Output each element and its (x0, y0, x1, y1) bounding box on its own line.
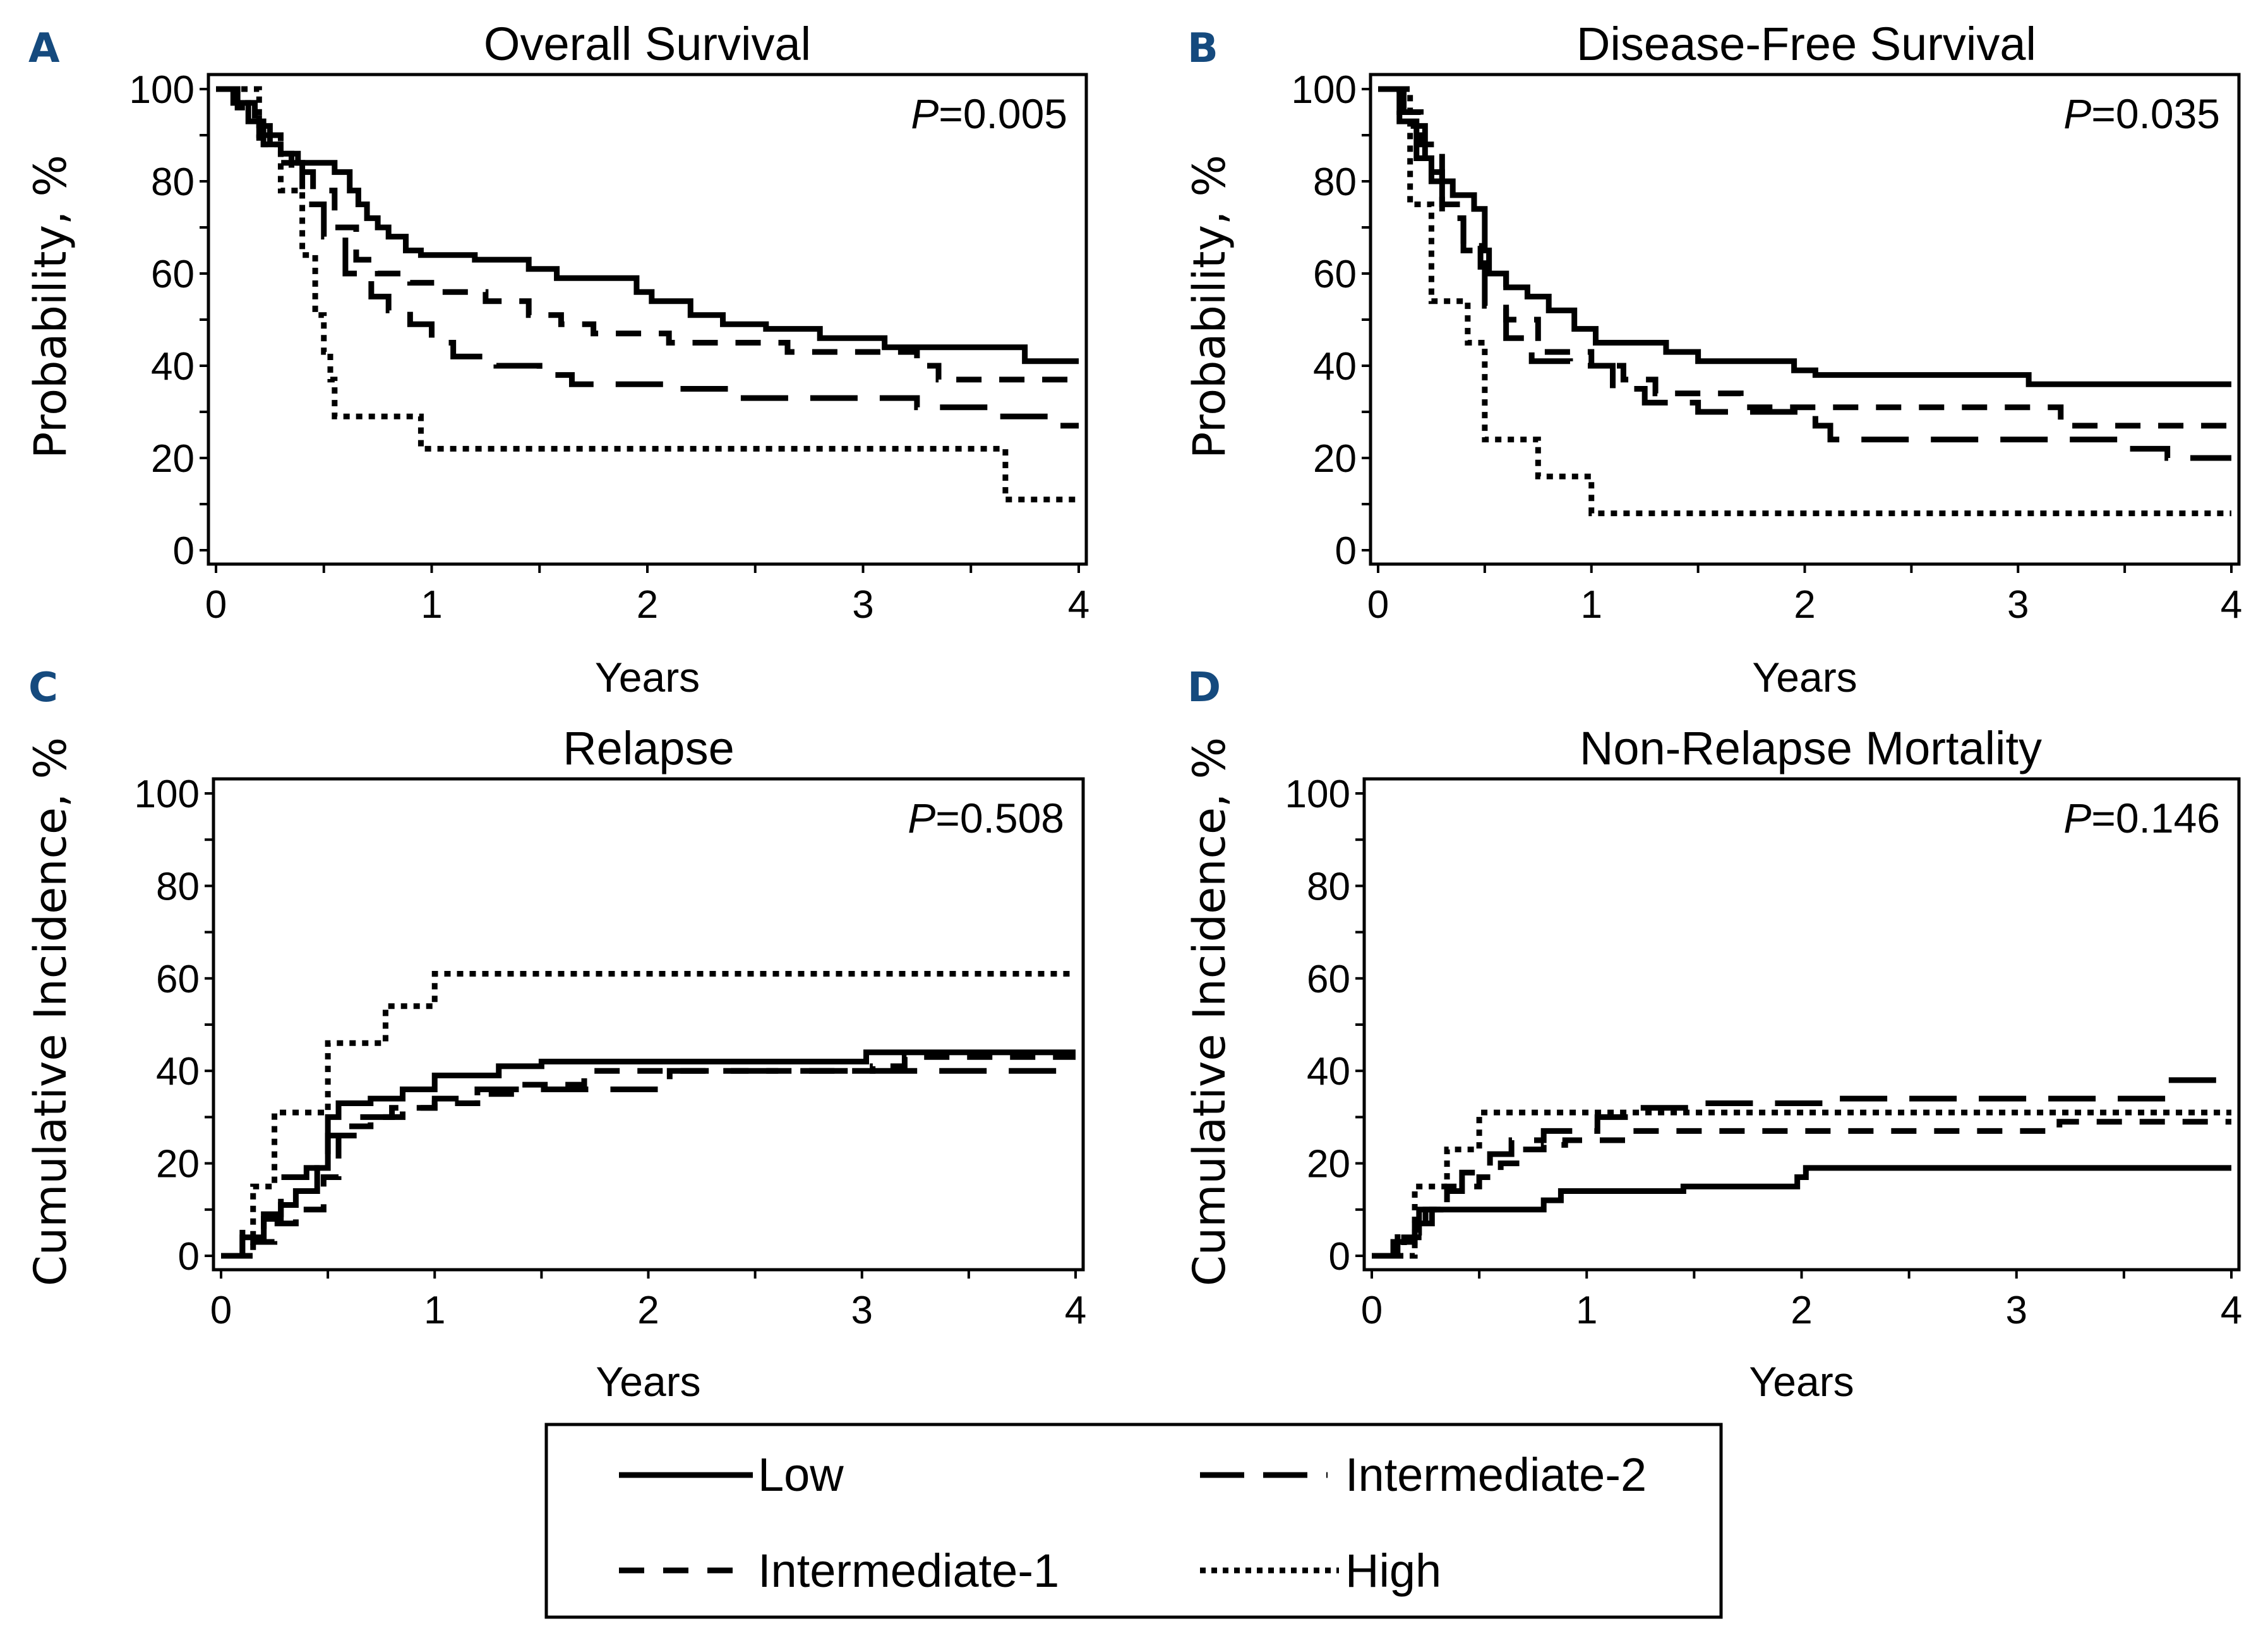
x-tick-label: 3 (852, 583, 873, 627)
y-tick-label: 20 (1313, 437, 1357, 481)
series-intermediate-1 (221, 1054, 1076, 1259)
series-low (1378, 86, 2231, 387)
x-tick-label: 0 (205, 583, 227, 627)
panel-letter: C (28, 665, 58, 711)
y-tick-label: 100 (1285, 773, 1350, 816)
x-axis-label: Years (596, 1358, 700, 1405)
panel-letter: A (28, 25, 60, 72)
y-tick-label: 100 (129, 68, 195, 112)
plot-frame (1362, 777, 2241, 1272)
p-value: P=0.146 (2063, 795, 2220, 841)
x-tick-label: 3 (851, 1289, 873, 1332)
legend-box (544, 1423, 1723, 1619)
panel-a: A Overall Survival 0 20 40 60 80 100 0 1 2 3 4 Years P… (25, 18, 1089, 701)
panel-b: B Disease-Free Survival 0 20 40 60 80 100 0 1 2 3 4 Y… (1184, 18, 2242, 701)
p-value: P=0.005 (911, 90, 1067, 137)
panel-letter: B (1187, 25, 1218, 72)
x-tick-label: 4 (1068, 583, 1089, 627)
x-tick-label: 2 (637, 1289, 659, 1332)
x-tick-label: 2 (1794, 583, 1815, 627)
panel-title: Disease-Free Survival (1576, 18, 2036, 70)
y-tick-label: 40 (151, 345, 195, 388)
y-tick-label: 60 (1313, 253, 1357, 296)
x-tick-label: 0 (210, 1289, 232, 1332)
x-axis-label: Years (1752, 654, 1857, 701)
y-tick-label: 60 (1307, 958, 1350, 1001)
series-intermediate-2 (1372, 1077, 2231, 1259)
panel-title: Overall Survival (484, 18, 811, 70)
p-value: P=0.035 (2063, 90, 2220, 137)
x-tick-label: 2 (1791, 1289, 1812, 1332)
x-tick-label: 1 (421, 583, 442, 627)
series-high (221, 970, 1076, 1259)
series-high (216, 86, 1079, 503)
x-tick-label: 4 (2221, 583, 2242, 627)
y-tick-label: 0 (173, 529, 195, 573)
plot-frame (207, 73, 1088, 566)
plot-frame (212, 777, 1085, 1272)
series-high (1378, 86, 2231, 517)
y-tick-label: 0 (1335, 529, 1357, 573)
legend: Low Intermediate-2 Intermediate-1 High (544, 1423, 1723, 1619)
x-tick-label: 0 (1367, 583, 1389, 627)
x-tick-label: 1 (424, 1289, 445, 1332)
series-intermediate-2 (221, 1068, 1076, 1259)
plot-frame (1369, 73, 2241, 566)
y-axis-label: Cumulative Incidence, % (1184, 737, 1235, 1286)
panel-d: D Non-Relapse Mortality 0 20 40 60 80 100 0 1 2 3 4 Y… (1184, 665, 2242, 1405)
y-tick-label: 20 (1307, 1143, 1350, 1186)
series-high (1372, 1109, 2231, 1259)
y-tick-label: 0 (178, 1235, 200, 1279)
series-intermediate-1 (1378, 86, 2231, 429)
panel-letter: D (1187, 665, 1221, 711)
y-axis-label: Probability, % (1184, 155, 1235, 459)
x-tick-label: 3 (2006, 1289, 2027, 1332)
series-intermediate-2 (1378, 86, 2231, 461)
y-tick-label: 20 (151, 437, 195, 481)
y-tick-label: 100 (135, 773, 200, 816)
y-tick-label: 40 (156, 1050, 200, 1093)
x-tick-label: 2 (637, 583, 658, 627)
series-low (1372, 1165, 2231, 1259)
y-tick-label: 20 (156, 1143, 200, 1186)
y-tick-label: 80 (1313, 160, 1357, 204)
legend-label-intermediate-2: Intermediate-2 (1345, 1448, 1647, 1501)
legend-label-intermediate-1: Intermediate-1 (758, 1545, 1059, 1597)
series-intermediate-1 (1372, 1119, 2231, 1259)
series-intermediate-1 (216, 86, 1079, 383)
y-tick-label: 100 (1292, 68, 1357, 112)
x-tick-label: 4 (2221, 1289, 2242, 1332)
y-tick-label: 60 (151, 253, 195, 296)
y-tick-label: 0 (1329, 1235, 1350, 1279)
y-tick-label: 40 (1313, 345, 1357, 388)
x-axis-label: Years (1749, 1358, 1854, 1405)
panel-c: C Relapse 0 20 40 60 80 100 0 1 2 3 4 Years Cumulative… (25, 665, 1086, 1405)
y-tick-label: 80 (1307, 865, 1350, 908)
y-tick-label: 80 (151, 160, 195, 204)
y-axis-label: Cumulative Incidence, % (25, 737, 76, 1286)
y-tick-label: 40 (1307, 1050, 1350, 1093)
y-tick-label: 80 (156, 865, 200, 908)
y-tick-label: 60 (156, 958, 200, 1001)
x-tick-label: 3 (2007, 583, 2029, 627)
panel-title: Non-Relapse Mortality (1580, 722, 2042, 774)
panel-title: Relapse (563, 722, 735, 774)
x-axis-label: Years (595, 654, 700, 701)
p-value: P=0.508 (908, 795, 1064, 841)
x-tick-label: 0 (1361, 1289, 1383, 1332)
x-tick-label: 1 (1576, 1289, 1597, 1332)
y-axis-label: Probability, % (25, 155, 76, 459)
legend-label-low: Low (758, 1448, 844, 1501)
series-low (221, 1049, 1076, 1259)
legend-label-high: High (1345, 1545, 1441, 1597)
series-intermediate-2 (216, 86, 1079, 429)
x-tick-label: 4 (1065, 1289, 1086, 1332)
x-tick-label: 1 (1581, 583, 1602, 627)
